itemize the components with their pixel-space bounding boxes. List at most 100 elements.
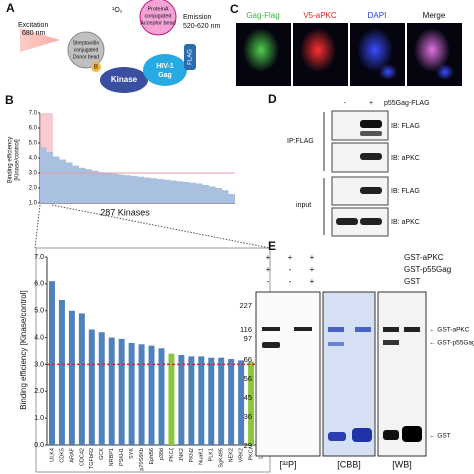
y-axis-label: Binding efficiency bbox=[8, 137, 14, 184]
band-label: ← GST-aPKC bbox=[429, 327, 470, 334]
band bbox=[360, 218, 382, 225]
blot-label: IB: aPKC bbox=[391, 219, 420, 226]
x-tick-label: VRK2 bbox=[239, 448, 245, 462]
channel-label: V5-aPKC bbox=[303, 11, 337, 20]
band bbox=[360, 153, 382, 160]
y-tick-label: 7.0 bbox=[29, 111, 38, 117]
y-tick-label: 3.0 bbox=[29, 171, 38, 177]
bar bbox=[59, 159, 66, 203]
blot-label: IB: FLAG bbox=[391, 123, 420, 130]
bar bbox=[215, 188, 222, 203]
x-tick-label: TGFbR2 bbox=[89, 448, 95, 469]
bar bbox=[40, 147, 47, 203]
x-tick-label: PKCζ bbox=[169, 447, 175, 461]
bar bbox=[78, 313, 85, 445]
group-label: input bbox=[296, 202, 311, 209]
bar bbox=[66, 162, 73, 203]
y-axis-label: Binding efficiency [Kinase/control] bbox=[19, 290, 28, 409]
sign: + bbox=[266, 265, 271, 274]
marker-label: 97 bbox=[244, 334, 252, 343]
band-label: ← GST bbox=[429, 433, 451, 440]
marker-label: 45 bbox=[244, 393, 252, 402]
band bbox=[352, 428, 372, 442]
panel-letter: D bbox=[268, 92, 277, 106]
label: conjugated bbox=[74, 47, 99, 53]
band-label: ← GST-p55Gag bbox=[429, 340, 474, 347]
x-tick-label: GCK bbox=[99, 448, 105, 460]
panel-letter: B bbox=[5, 93, 14, 107]
bar bbox=[228, 359, 235, 445]
bar bbox=[189, 182, 196, 203]
bar bbox=[138, 344, 145, 445]
marker-label: 36 bbox=[244, 412, 252, 421]
bar bbox=[196, 183, 203, 203]
label: FLAG bbox=[188, 49, 194, 65]
zoom-line bbox=[51, 204, 271, 249]
band bbox=[360, 131, 382, 136]
gel-label: [³²P] bbox=[280, 459, 297, 469]
marker-label: 56 bbox=[244, 374, 252, 383]
lane-sign: + bbox=[369, 100, 373, 107]
x-tick-label: p38d bbox=[159, 448, 165, 460]
bar bbox=[148, 345, 155, 445]
bar bbox=[176, 181, 183, 203]
band bbox=[328, 342, 344, 346]
bar bbox=[137, 176, 144, 203]
panel-letter: E bbox=[268, 239, 276, 253]
sign: - bbox=[289, 265, 292, 274]
label: 680 nm bbox=[22, 30, 46, 37]
bar bbox=[68, 310, 75, 445]
x-tick-label: NuaK1 bbox=[199, 448, 205, 465]
row-label: GST bbox=[404, 277, 421, 286]
y-tick-label: 0.0 bbox=[34, 442, 44, 449]
x-tick-label: PSKH1 bbox=[119, 448, 125, 466]
bar bbox=[202, 185, 209, 203]
band bbox=[262, 327, 280, 331]
sign: + bbox=[266, 253, 271, 262]
label: ProteinA bbox=[147, 6, 168, 12]
y-tick-label: 3.0 bbox=[34, 361, 44, 368]
bar bbox=[163, 179, 170, 203]
x-tick-label: CDC42 bbox=[79, 448, 85, 466]
x-tick-label: PKCι bbox=[249, 447, 255, 460]
channel-label: Gag-Flag bbox=[246, 11, 279, 20]
y-tick-label: 5.0 bbox=[34, 308, 44, 315]
y-tick-label: 7.0 bbox=[34, 254, 44, 261]
label: conjugated bbox=[145, 13, 172, 19]
bar bbox=[228, 194, 235, 203]
bar bbox=[85, 169, 92, 203]
bar bbox=[53, 156, 60, 203]
bar bbox=[150, 178, 157, 203]
label: Emission bbox=[183, 14, 212, 21]
bar bbox=[188, 356, 195, 445]
label: Gag bbox=[158, 72, 172, 79]
lane-label: p55Gag-FLAG bbox=[384, 100, 430, 107]
bar bbox=[198, 356, 205, 445]
marker-label: 227 bbox=[239, 301, 252, 310]
biotin bbox=[91, 62, 101, 72]
marker-label: 116 bbox=[240, 325, 252, 334]
panel-letter: C bbox=[230, 2, 239, 16]
band bbox=[328, 327, 344, 332]
panel-a: A Excitation 680 nm ¹O₂ ProteinA conjuga… bbox=[6, 0, 221, 93]
cell bbox=[357, 28, 393, 72]
x-tick-label: NEK2 bbox=[229, 448, 235, 462]
bar bbox=[158, 348, 165, 445]
bar bbox=[46, 152, 53, 203]
y-tick-label: 4.0 bbox=[29, 156, 38, 162]
bar bbox=[92, 170, 99, 203]
y-tick-label: 5.0 bbox=[29, 141, 38, 147]
band bbox=[383, 327, 399, 332]
band bbox=[360, 187, 382, 194]
bar bbox=[124, 175, 131, 203]
panel-c: C Gag-Flag V5-aPKC DAPI Merge bbox=[230, 2, 462, 86]
blot-label: IB: FLAG bbox=[391, 188, 420, 195]
bar bbox=[98, 332, 105, 445]
sign: + bbox=[310, 277, 315, 286]
x-tick-label: JNK2 bbox=[179, 448, 185, 461]
panel-e: E + + + GST-aPKC + - + GST-p55Gag - - + GST 227 11697… bbox=[239, 239, 474, 469]
kinase bbox=[100, 67, 148, 93]
bar bbox=[48, 281, 55, 445]
bar bbox=[79, 167, 86, 203]
y-tick-label: 2.0 bbox=[29, 186, 38, 192]
